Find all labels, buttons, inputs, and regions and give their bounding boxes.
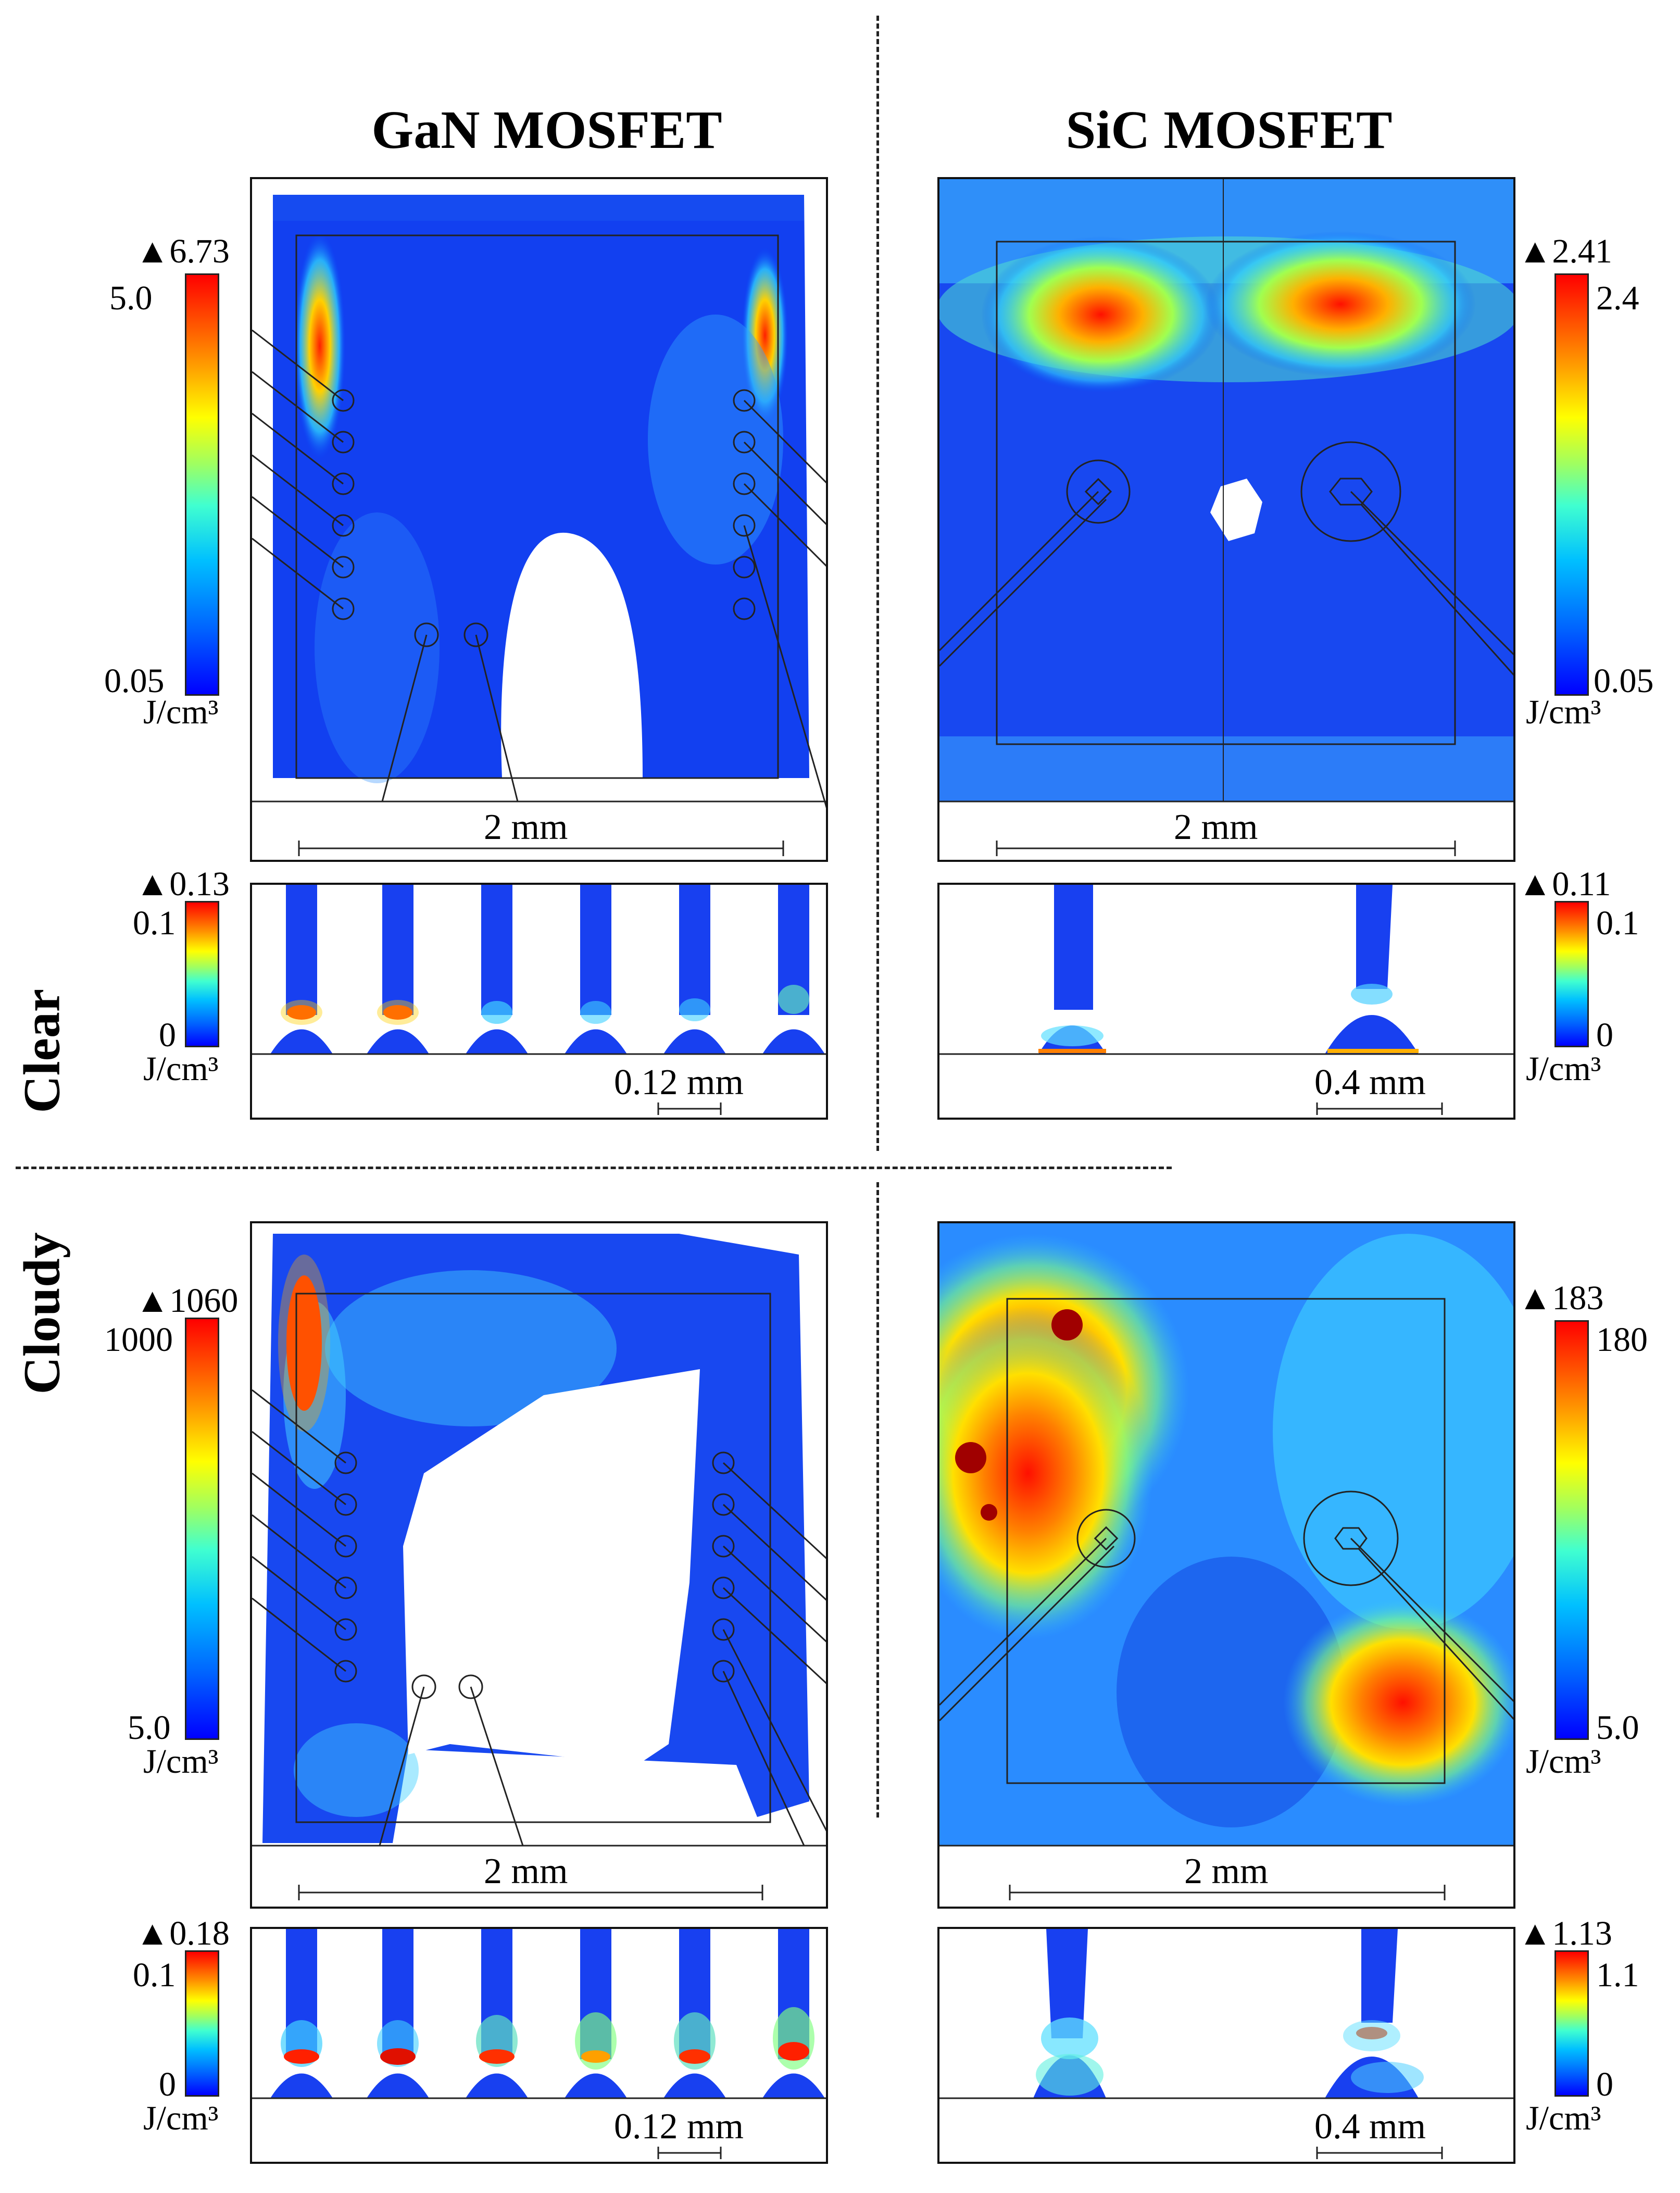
- gan-cloudy-top-max: ▲1060: [135, 1282, 239, 1320]
- gan-clear-bottom-panel: 0.12 mm: [250, 883, 828, 1120]
- gan-cloudy-bottom-unit: J/cm³: [143, 2099, 219, 2137]
- gan-clear-top-colorbar: [185, 273, 219, 696]
- sic-cloudy-bottom-colorbar: [1554, 1950, 1589, 2097]
- cloudy-row-label: Cloudy: [12, 1232, 71, 1395]
- sic-clear-top-map: [939, 179, 1513, 856]
- gan-clear-top-panel: 2 mm: [250, 177, 828, 862]
- gan-cloudy-top-scale: 2 mm: [484, 1851, 568, 1891]
- sic-clear-bottom-map: [939, 885, 1513, 1115]
- gan-cloudy-bottom-cb-bottom: 0: [159, 2065, 176, 2103]
- sic-clear-top-scale: 2 mm: [1174, 807, 1258, 847]
- gan-clear-top-unit: J/cm³: [143, 693, 219, 731]
- sic-cloudy-top-colorbar: [1554, 1320, 1589, 1740]
- gan-clear-top-map: [252, 195, 826, 856]
- gan-clear-top-max: ▲6.73: [135, 232, 230, 270]
- sic-cloudy-bottom-panel: 0.4 mm: [937, 1927, 1515, 2164]
- gan-clear-bottom-scale: 0.12 mm: [614, 1062, 744, 1102]
- sic-clear-bottom-cb-top: 0.1: [1596, 904, 1639, 942]
- gan-cloudy-bottom-colorbar: [185, 1950, 219, 2097]
- vertical-divider-bottom: [876, 1182, 879, 1818]
- sic-clear-bottom-scale: 0.4 mm: [1314, 1062, 1426, 1102]
- sic-cloudy-bottom-cb-bottom: 0: [1596, 2065, 1613, 2103]
- sic-cloudy-bottom-cb-top: 1.1: [1596, 1956, 1639, 1994]
- clear-row-label: Clear: [12, 988, 71, 1113]
- gan-cloudy-bottom-max: ▲0.18: [135, 1914, 230, 1952]
- sic-cloudy-top-cb-bottom: 5.0: [1596, 1709, 1639, 1747]
- gan-clear-bottom-cb-top: 0.1: [133, 904, 176, 942]
- gan-column-title: GaN MOSFET: [371, 100, 722, 160]
- sic-cloudy-bottom-unit: J/cm³: [1526, 2099, 1601, 2137]
- gan-cloudy-top-panel: 2 mm: [250, 1221, 828, 1909]
- gan-clear-top-cb-top: 5.0: [109, 279, 153, 317]
- gan-cloudy-top-colorbar: [185, 1318, 219, 1740]
- sic-cloudy-top-map: [939, 1223, 1513, 1900]
- sic-cloudy-top-max: ▲183: [1518, 1279, 1604, 1317]
- sic-clear-bottom-unit: J/cm³: [1526, 1050, 1601, 1088]
- sic-cloudy-top-scale: 2 mm: [1184, 1851, 1269, 1891]
- gan-cloudy-top-map: [252, 1234, 826, 1900]
- gan-clear-bottom-map: [252, 885, 826, 1115]
- gan-cloudy-bottom-panel: 0.12 mm: [250, 1927, 828, 2164]
- gan-clear-bottom-max: ▲0.13: [135, 865, 230, 903]
- sic-clear-top-panel: 2 mm: [937, 177, 1515, 862]
- horizontal-divider: [16, 1167, 1172, 1169]
- sic-column-title: SiC MOSFET: [1065, 100, 1393, 160]
- sic-clear-bottom-colorbar: [1554, 901, 1589, 1047]
- gan-clear-bottom-colorbar: [185, 901, 219, 1047]
- gan-clear-top-scale: 2 mm: [484, 807, 568, 847]
- sic-clear-top-max: ▲2.41: [1518, 232, 1612, 270]
- gan-clear-top-cb-bottom: 0.05: [104, 662, 165, 700]
- sic-cloudy-bottom-scale: 0.4 mm: [1314, 2107, 1426, 2147]
- sic-clear-top-unit: J/cm³: [1526, 693, 1601, 731]
- vertical-divider-top: [876, 16, 879, 1151]
- sic-clear-top-cb-top: 2.4: [1596, 279, 1639, 317]
- sic-cloudy-bottom-max: ▲1.13: [1518, 1914, 1612, 1952]
- gan-clear-bottom-unit: J/cm³: [143, 1050, 219, 1088]
- sic-clear-bottom-panel: 0.4 mm: [937, 883, 1515, 1120]
- sic-clear-bottom-max: ▲0.11: [1518, 865, 1611, 903]
- gan-cloudy-bottom-scale: 0.12 mm: [614, 2107, 744, 2147]
- sic-cloudy-top-panel: 2 mm: [937, 1221, 1515, 1909]
- gan-clear-bottom-cb-bottom: 0: [159, 1016, 176, 1054]
- sic-clear-top-colorbar: [1554, 273, 1589, 696]
- gan-cloudy-bottom-cb-top: 0.1: [133, 1956, 176, 1994]
- sic-cloudy-bottom-map: [939, 1929, 1513, 2159]
- sic-clear-top-cb-bottom: 0.05: [1594, 662, 1654, 700]
- gan-cloudy-bottom-map: [252, 1929, 826, 2159]
- gan-cloudy-top-cb-top: 1000: [104, 1321, 173, 1359]
- gan-cloudy-top-unit: J/cm³: [143, 1743, 219, 1781]
- gan-cloudy-top-cb-bottom: 5.0: [128, 1709, 171, 1747]
- sic-clear-bottom-cb-bottom: 0: [1596, 1016, 1613, 1054]
- sic-cloudy-top-unit: J/cm³: [1526, 1743, 1601, 1781]
- sic-cloudy-top-cb-top: 180: [1596, 1321, 1648, 1359]
